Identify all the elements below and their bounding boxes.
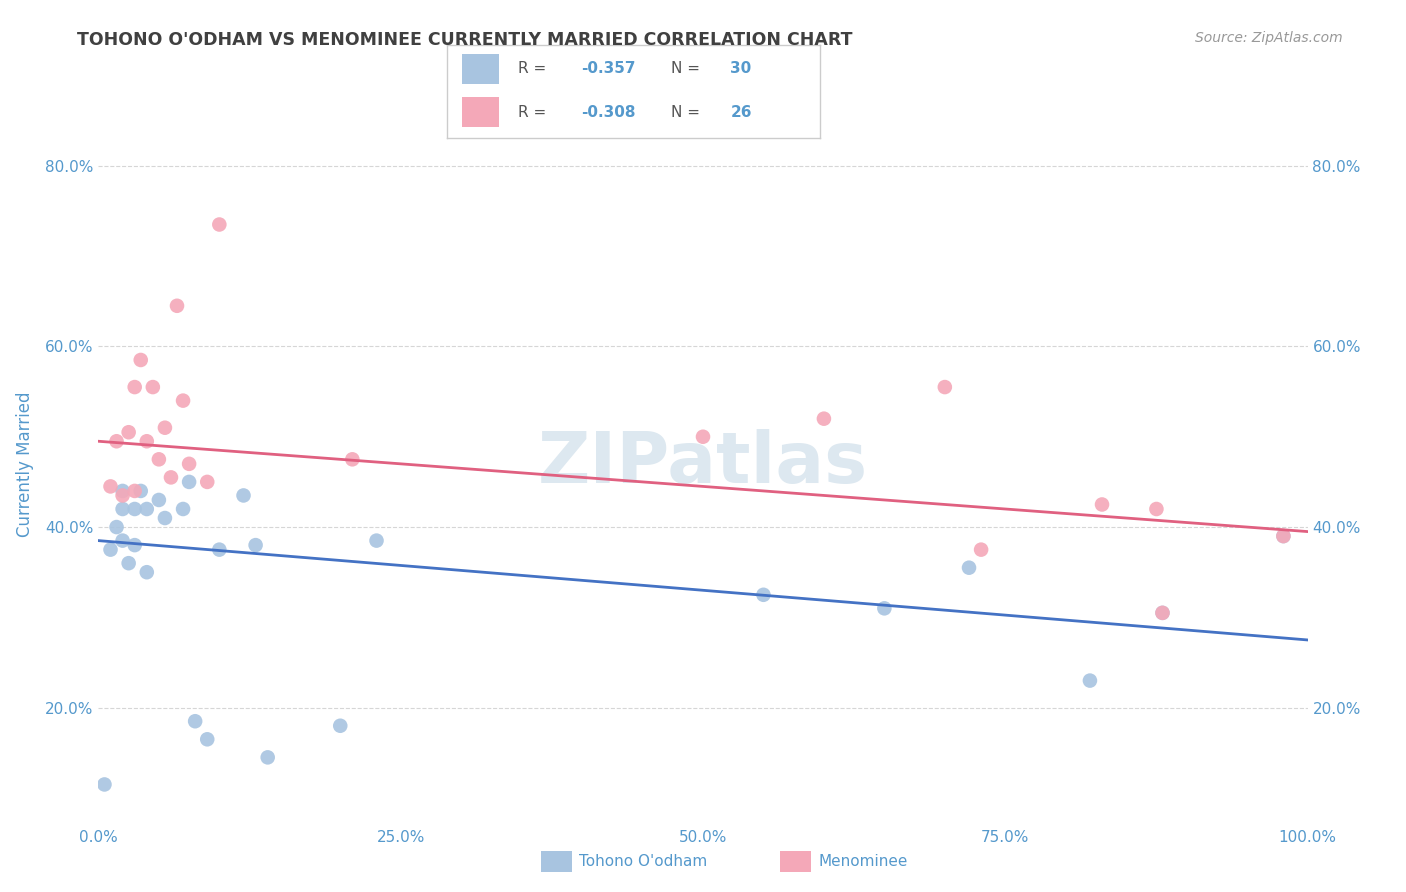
Point	[813, 411, 835, 425]
Point	[166, 299, 188, 313]
Point	[148, 492, 170, 507]
Point	[105, 520, 128, 534]
Point	[934, 380, 956, 394]
Point	[153, 421, 176, 435]
Point	[124, 538, 146, 552]
Point	[111, 483, 134, 498]
Point	[100, 479, 122, 493]
Point	[329, 719, 352, 733]
Point	[135, 502, 157, 516]
Text: TOHONO O'ODHAM VS MENOMINEE CURRENTLY MARRIED CORRELATION CHART: TOHONO O'ODHAM VS MENOMINEE CURRENTLY MA…	[77, 31, 853, 49]
Point	[692, 430, 714, 444]
Point	[208, 542, 231, 557]
Point	[184, 714, 207, 729]
Text: R =: R =	[517, 104, 551, 120]
Point	[142, 380, 165, 394]
Point	[172, 393, 194, 408]
Point	[366, 533, 388, 548]
Text: N =: N =	[671, 62, 704, 77]
Point	[148, 452, 170, 467]
Point	[124, 380, 146, 394]
Text: -0.357: -0.357	[581, 62, 636, 77]
Point	[1272, 529, 1295, 543]
Point	[1091, 498, 1114, 512]
Point	[124, 483, 146, 498]
Point	[1146, 502, 1168, 516]
Point	[1152, 606, 1174, 620]
Bar	[463, 97, 499, 127]
Point	[118, 556, 141, 570]
Point	[111, 488, 134, 502]
Point	[256, 750, 278, 764]
Point	[129, 483, 152, 498]
Text: Source: ZipAtlas.com: Source: ZipAtlas.com	[1195, 31, 1343, 45]
Text: 26: 26	[730, 104, 752, 120]
Text: 30: 30	[730, 62, 752, 77]
Point	[752, 588, 775, 602]
Point	[135, 566, 157, 580]
Point	[232, 488, 254, 502]
Point	[153, 511, 176, 525]
Point	[160, 470, 183, 484]
Point	[118, 425, 141, 440]
Point	[111, 502, 134, 516]
Point	[179, 457, 201, 471]
Text: Menominee: Menominee	[818, 855, 908, 869]
Point	[342, 452, 364, 467]
Point	[1272, 529, 1295, 543]
Point	[195, 475, 218, 489]
Point	[1152, 606, 1174, 620]
Point	[172, 502, 194, 516]
Point	[195, 732, 218, 747]
Bar	[463, 54, 499, 84]
Point	[93, 777, 115, 791]
Point	[100, 542, 122, 557]
Point	[1078, 673, 1101, 688]
Point	[129, 353, 152, 368]
Point	[135, 434, 157, 449]
Point	[124, 502, 146, 516]
Point	[957, 560, 980, 574]
Point	[873, 601, 896, 615]
Point	[208, 218, 231, 232]
Text: ZIPatlas: ZIPatlas	[538, 429, 868, 499]
Text: R =: R =	[517, 62, 551, 77]
Point	[111, 533, 134, 548]
Text: Tohono O'odham: Tohono O'odham	[579, 855, 707, 869]
Point	[970, 542, 993, 557]
Point	[179, 475, 201, 489]
Text: -0.308: -0.308	[581, 104, 636, 120]
Text: N =: N =	[671, 104, 704, 120]
Y-axis label: Currently Married: Currently Married	[15, 391, 34, 537]
Point	[105, 434, 128, 449]
Point	[245, 538, 267, 552]
